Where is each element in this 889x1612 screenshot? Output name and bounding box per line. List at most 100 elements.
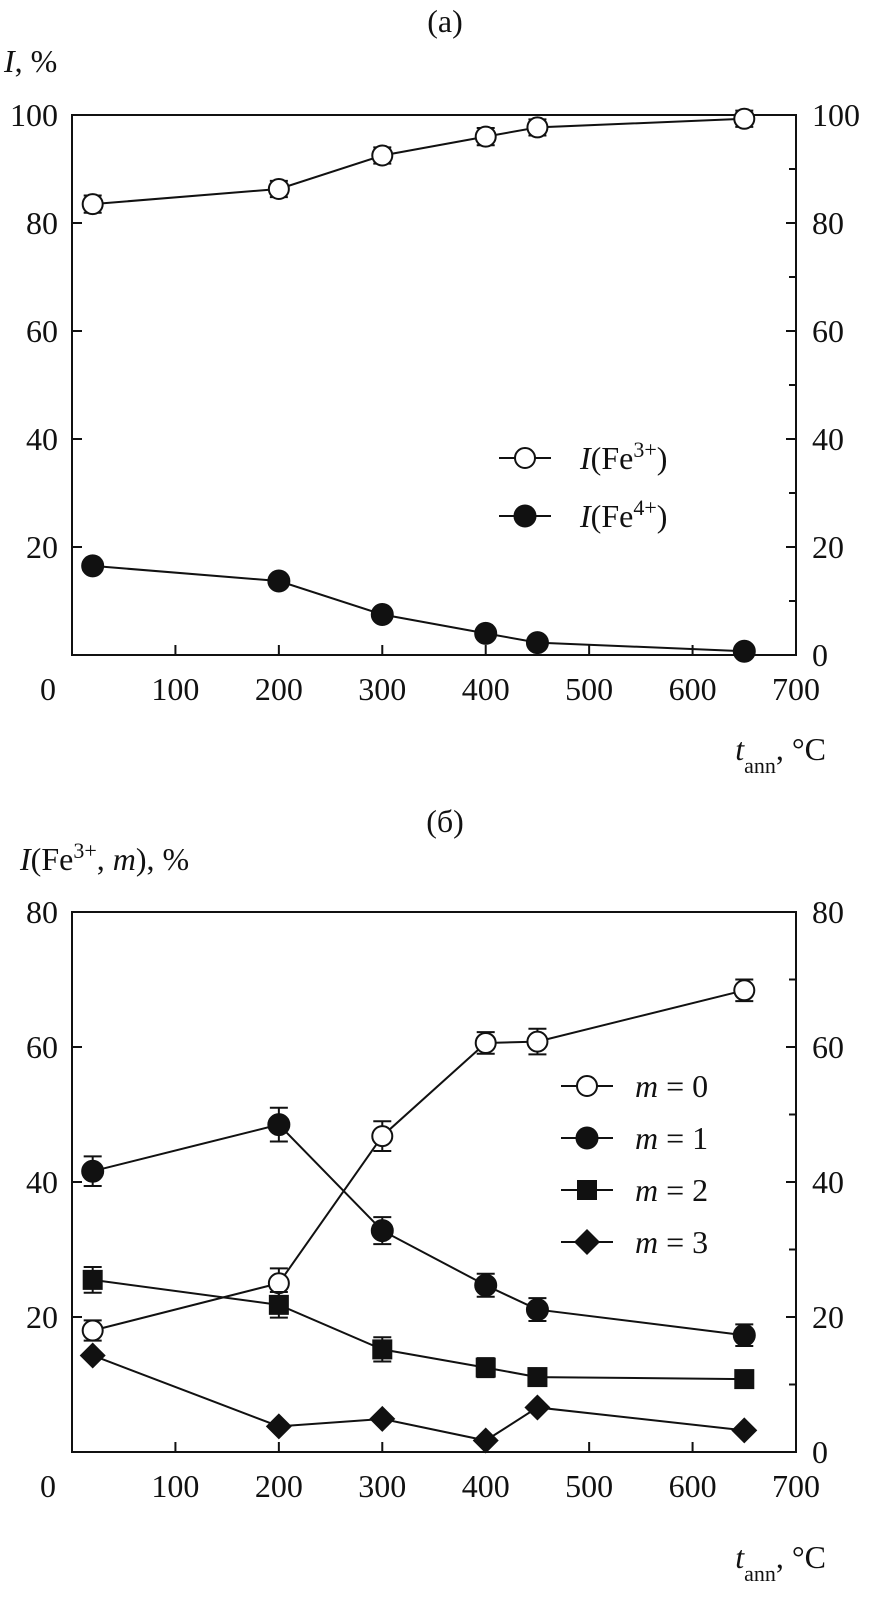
y-right-tick-label: 100 <box>812 97 860 133</box>
data-point <box>474 125 497 148</box>
data-point <box>369 1405 396 1432</box>
y-right-tick-label: 40 <box>812 1164 844 1200</box>
y-right-tick-label: 80 <box>812 894 844 930</box>
data-point <box>81 193 104 216</box>
legend-marker <box>577 1180 597 1200</box>
x-tick-label: 400 <box>462 671 510 707</box>
series-line <box>92 1278 745 1381</box>
x-tick-label: 100 <box>151 1468 199 1504</box>
series-2 <box>81 1106 756 1348</box>
data-point <box>268 1294 289 1315</box>
y-axis-label: I(Fe3+, m), % <box>19 838 189 878</box>
legend-marker <box>576 1075 598 1097</box>
x-tick-label: 400 <box>462 1468 510 1504</box>
x-axis-label: tann, °C <box>735 1539 826 1586</box>
series-line <box>92 1354 745 1442</box>
legend-marker <box>513 504 537 528</box>
legend-label: m = 3 <box>635 1224 708 1260</box>
y-tick-label: 100 <box>10 97 58 133</box>
data-point <box>474 621 498 645</box>
legend-marker <box>574 1229 600 1255</box>
x-tick-label: 300 <box>358 1468 406 1504</box>
data-point <box>525 631 549 655</box>
legend-marker <box>514 447 536 469</box>
x-tick-label: 200 <box>255 671 303 707</box>
x-tick-label: 600 <box>669 1468 717 1504</box>
legend-marker <box>575 1126 599 1150</box>
data-point <box>732 639 756 663</box>
data-point <box>734 1369 755 1390</box>
legend-label: I(Fe4+) <box>579 495 667 535</box>
data-point <box>267 177 290 200</box>
y-tick-label: 40 <box>26 421 58 457</box>
legend-label: m = 2 <box>635 1172 708 1208</box>
series-1 <box>81 107 756 216</box>
data-point <box>733 979 756 1002</box>
data-point <box>474 1031 497 1054</box>
data-point <box>267 1113 291 1137</box>
panel-label: (б) <box>426 803 464 839</box>
y-right-tick-label: 0 <box>812 637 828 673</box>
data-point <box>79 1342 106 1369</box>
data-point <box>732 1323 756 1347</box>
panel-label: (a) <box>427 3 463 39</box>
series-line <box>92 117 745 206</box>
data-point <box>370 603 394 626</box>
data-point <box>265 1413 292 1440</box>
data-point <box>372 1339 393 1360</box>
data-point <box>525 1298 549 1322</box>
x-tick-label: 200 <box>255 1468 303 1504</box>
data-point <box>81 1159 105 1183</box>
data-point <box>267 569 291 593</box>
series-1 <box>81 978 756 1342</box>
y-right-tick-label: 20 <box>812 1299 844 1335</box>
data-point <box>733 107 756 130</box>
y-tick-label: 80 <box>26 894 58 930</box>
y-tick-label: 40 <box>26 1164 58 1200</box>
data-point <box>371 144 394 167</box>
data-point <box>82 1269 103 1290</box>
chart-panel-1: (a) 0 100 200 300 400 500 600 700 20 40 60 80 100 0 20 4… <box>3 3 860 778</box>
data-point <box>475 1357 496 1378</box>
y-tick-label: 80 <box>26 205 58 241</box>
x-tick-label: 600 <box>669 671 717 707</box>
y-right-tick-label: 80 <box>812 205 844 241</box>
data-point <box>370 1219 394 1243</box>
y-right-tick-label: 20 <box>812 529 844 565</box>
x-tick-label: 500 <box>565 1468 613 1504</box>
data-point <box>81 554 105 578</box>
y-right-tick-label: 60 <box>812 1029 844 1065</box>
data-point <box>81 1319 104 1342</box>
x-tick-label: 0 <box>40 671 56 707</box>
x-axis-label: tann, °C <box>735 731 826 778</box>
y-right-tick-label: 60 <box>812 313 844 349</box>
data-point <box>526 116 549 139</box>
legend-label: I(Fe3+) <box>579 437 667 477</box>
legend-label: m = 0 <box>635 1068 708 1104</box>
data-point <box>731 1417 758 1444</box>
data-point <box>526 1030 549 1053</box>
x-tick-label: 700 <box>772 1468 820 1504</box>
x-tick-label: 0 <box>40 1468 56 1504</box>
data-point <box>267 1272 290 1295</box>
y-tick-label: 20 <box>26 529 58 565</box>
series-2 <box>81 554 756 663</box>
y-tick-label: 20 <box>26 1299 58 1335</box>
x-tick-label: 300 <box>358 671 406 707</box>
data-point <box>474 1273 498 1297</box>
data-point <box>524 1394 551 1421</box>
x-tick-label: 700 <box>772 671 820 707</box>
y-tick-label: 60 <box>26 1029 58 1065</box>
series-4 <box>79 1342 758 1454</box>
legend-label: m = 1 <box>635 1120 708 1156</box>
chart-panel-2: (б) 0 100 200 300 400 500 600 700 20 40 60 80 0 20 40 60… <box>19 803 844 1586</box>
x-tick-label: 100 <box>151 671 199 707</box>
data-point <box>371 1125 394 1148</box>
x-tick-label: 500 <box>565 671 613 707</box>
y-tick-label: 60 <box>26 313 58 349</box>
y-right-tick-label: 0 <box>812 1434 828 1470</box>
series-line <box>92 989 745 1332</box>
data-point <box>527 1367 548 1388</box>
